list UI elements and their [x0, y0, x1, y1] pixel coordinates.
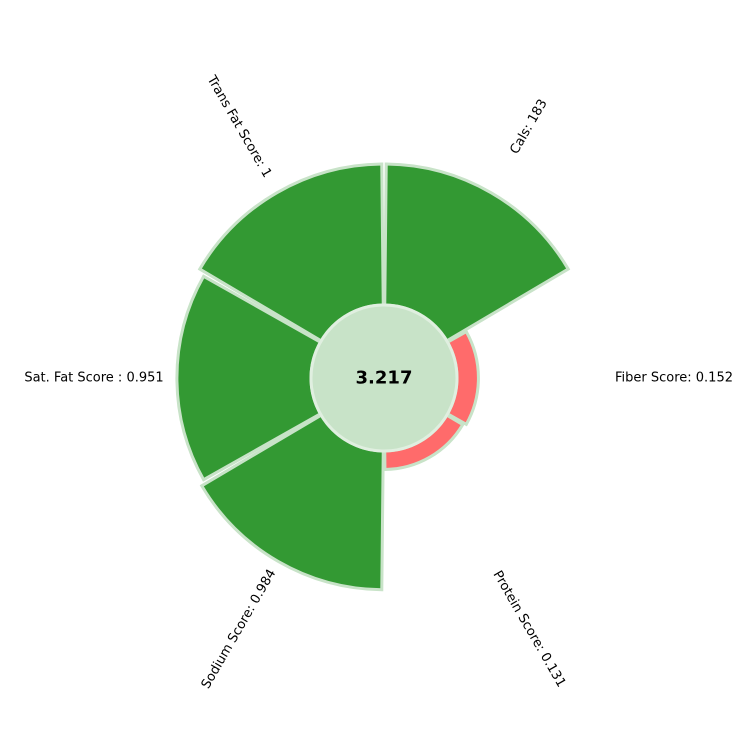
wedge-label-4: Sat. Fat Score : 0.951 [24, 371, 163, 386]
wedge-label-3: Sodium Score: 0.984 [199, 567, 280, 692]
wedge-label-2: Protein Score: 0.131 [490, 568, 569, 690]
center-total-value: 3.217 [356, 368, 413, 389]
wedge-label-1: Fiber Score: 0.152 [615, 371, 733, 386]
wedge-label-5: Trans Fat Score: 1 [203, 72, 274, 180]
wedge-label-0: Cals: 183 [507, 97, 550, 157]
center-circle [309, 303, 459, 453]
